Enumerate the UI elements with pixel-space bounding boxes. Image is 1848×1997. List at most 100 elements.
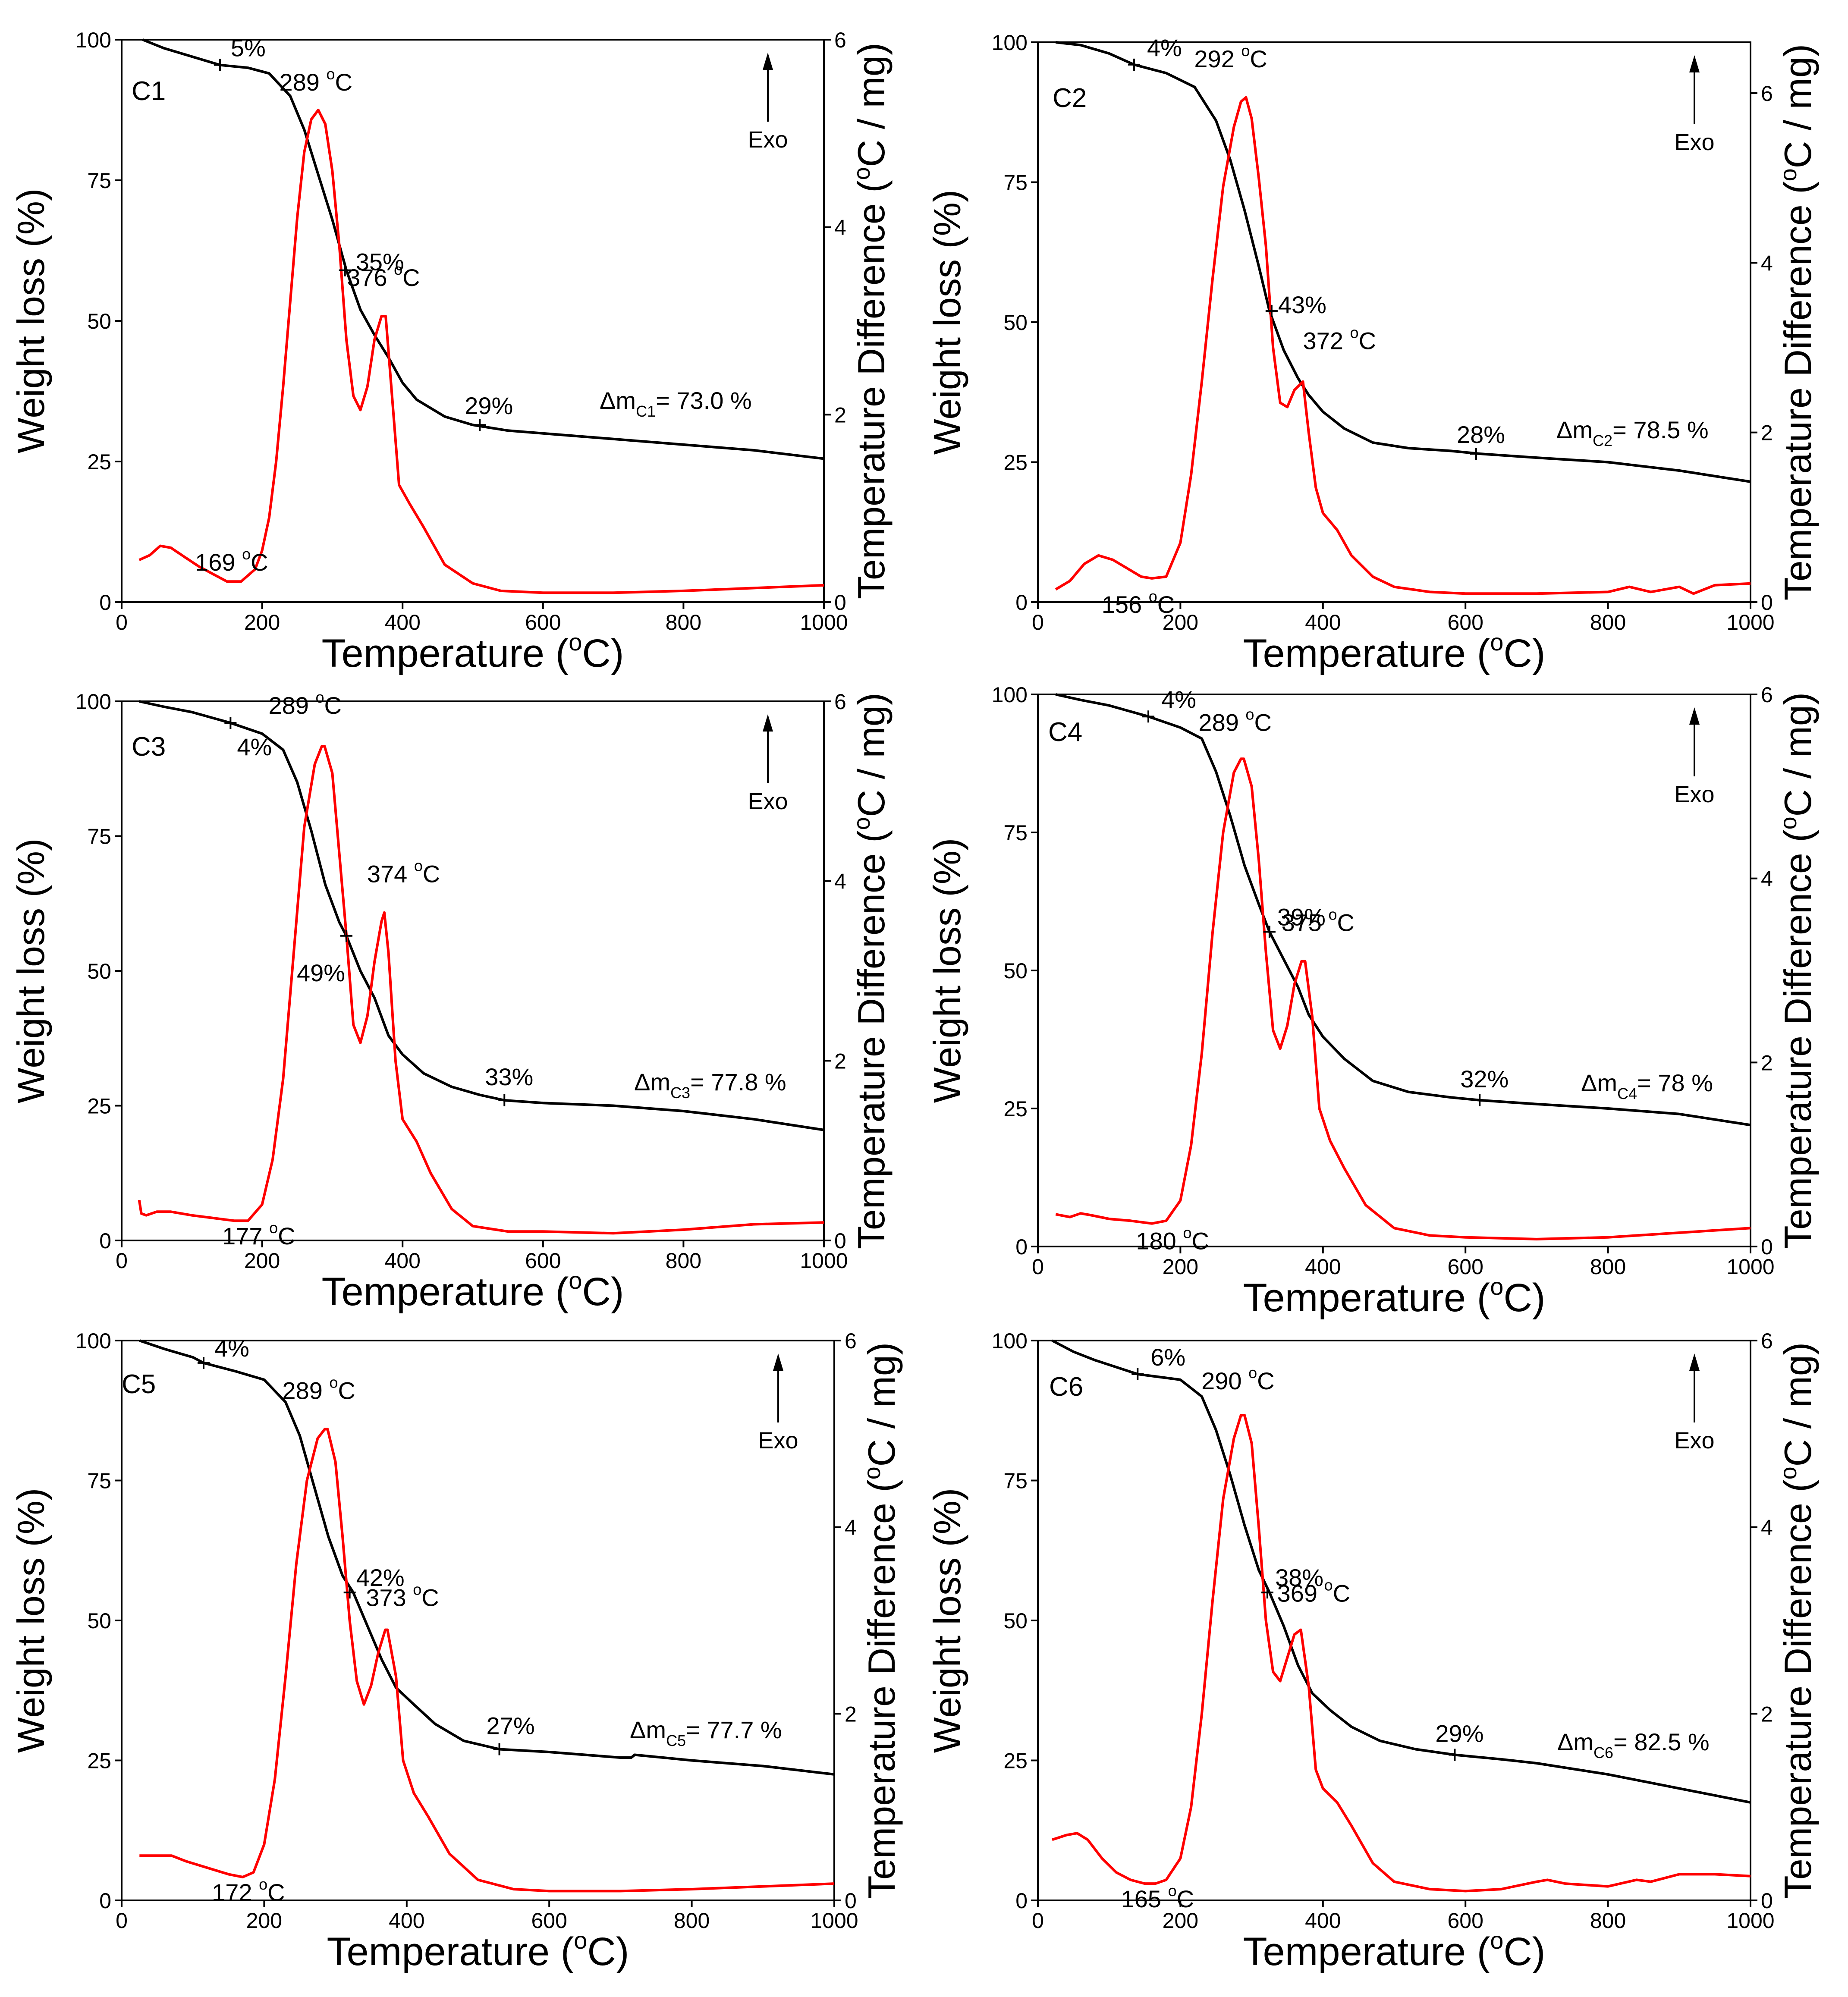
y-tick-label: 75 (1003, 1469, 1028, 1493)
mass-loss-annotation: 6% (1150, 1344, 1185, 1371)
y-tick-label: 50 (87, 1609, 111, 1633)
mass-loss-annotation: 4% (1147, 34, 1182, 61)
plot-frame (1037, 694, 1751, 1247)
x-tick-label: 800 (1590, 1255, 1626, 1279)
plot-frame (1037, 1340, 1751, 1901)
exo-label: Exo (1674, 129, 1714, 155)
exo-arrowhead (763, 53, 773, 70)
y2-tick-label: 6 (845, 1329, 857, 1353)
x-tick-label: 800 (666, 1249, 701, 1273)
mass-loss-annotation: 42% (356, 1564, 405, 1591)
panel-label: C6 (1049, 1372, 1083, 1402)
y2-axis-title: Temperature Difference (oC / mg) (859, 1342, 903, 1899)
x-tick-label: 400 (384, 1249, 420, 1273)
mass-loss-annotation: 33% (485, 1063, 533, 1090)
exo-label: Exo (1674, 782, 1714, 807)
x-tick-label: 0 (1032, 1255, 1044, 1279)
y-tick-label: 100 (75, 690, 111, 714)
x-tick-label: 0 (1032, 1909, 1044, 1933)
mass-loss-annotation: 39% (1277, 903, 1326, 930)
y-tick-label: 0 (99, 590, 111, 615)
x-tick-label: 600 (1447, 610, 1483, 634)
y-tick-label: 50 (1003, 959, 1028, 983)
mass-loss-annotation: 38% (1275, 1564, 1323, 1591)
y2-axis-title: Temperature Difference (oC / mg) (1776, 1342, 1819, 1899)
y-tick-label: 0 (1015, 1889, 1028, 1913)
y2-tick-label: 0 (1761, 1235, 1773, 1259)
y2-tick-label: 6 (834, 690, 846, 714)
plot-frame (121, 700, 825, 1241)
exo-arrowhead (773, 1353, 783, 1371)
y2-axis-title: Temperature Difference (oC / mg) (849, 43, 893, 599)
panel-label: C1 (132, 76, 166, 106)
y-tick-label: 75 (87, 1469, 111, 1493)
peak-temperature-annotation: 289 oC (1198, 705, 1271, 736)
x-tick-label: 1000 (810, 1909, 858, 1933)
y2-tick-label: 0 (1761, 1889, 1773, 1913)
total-mass-loss-label: ΔmC2= 78.5 % (1556, 416, 1709, 449)
exo-label: Exo (748, 788, 788, 814)
total-mass-loss-label: ΔmC6= 82.5 % (1557, 1728, 1710, 1762)
y-axis-title: Weight loss (%) (9, 1488, 52, 1753)
y-tick-label: 25 (1003, 1097, 1028, 1121)
peak-temperature-annotation: 289 oC (279, 65, 352, 96)
total-mass-loss-label: ΔmC1= 73.0 % (600, 387, 752, 420)
x-tick-label: 400 (1305, 1255, 1341, 1279)
y2-tick-label: 6 (834, 28, 846, 52)
peak-temperature-annotation: 172 oC (212, 1875, 285, 1906)
total-mass-loss-label: ΔmC5= 77.7 % (630, 1716, 782, 1749)
peak-temperature-annotation: 289 oC (282, 1374, 355, 1404)
x-tick-label: 800 (674, 1909, 710, 1933)
x-tick-label: 0 (116, 1249, 128, 1273)
panel-label: C5 (122, 1369, 156, 1399)
y2-tick-label: 4 (1761, 251, 1773, 275)
y-axis-title: Weight loss (%) (926, 1488, 968, 1753)
y-tick-label: 75 (87, 169, 111, 193)
y-tick-label: 0 (99, 1889, 111, 1913)
y-tick-label: 100 (75, 28, 111, 52)
x-axis-title: Temperature (oC) (1243, 1273, 1546, 1320)
y-tick-label: 50 (87, 309, 111, 333)
peak-temperature-annotation: 375 oC (1282, 906, 1355, 936)
y2-tick-label: 6 (1761, 1329, 1773, 1353)
x-tick-label: 1000 (800, 1249, 848, 1273)
y-tick-label: 75 (1003, 171, 1028, 195)
y2-tick-label: 4 (1761, 867, 1773, 891)
tg-weight-loss-line (139, 1339, 835, 1776)
y-tick-label: 100 (992, 1329, 1028, 1353)
peak-temperature-annotation: 292 oC (1194, 42, 1267, 72)
mass-loss-annotation: 49% (297, 959, 345, 986)
y-tick-label: 0 (1015, 590, 1028, 615)
y2-tick-label: 4 (834, 870, 846, 894)
mass-loss-annotation: 4% (237, 733, 272, 760)
mass-loss-annotation: 28% (1457, 421, 1505, 448)
peak-temperature-annotation: 374 oC (367, 857, 440, 888)
peak-temperature-annotation: 373 oC (366, 1581, 439, 1611)
y2-tick-label: 0 (834, 1229, 846, 1253)
y-tick-label: 50 (1003, 1609, 1028, 1633)
plot-frame (121, 1340, 835, 1901)
x-tick-label: 1000 (1726, 1909, 1774, 1933)
total-mass-loss-label: ΔmC3= 77.8 % (634, 1068, 786, 1102)
y-tick-label: 50 (1003, 311, 1028, 335)
x-tick-label: 200 (1163, 1909, 1198, 1933)
x-axis-title: Temperature (oC) (322, 628, 624, 675)
mass-loss-annotation: 29% (465, 392, 513, 419)
peak-temperature-annotation: 376 oC (347, 261, 420, 291)
dta-temperature-difference-line (138, 109, 824, 594)
peak-temperature-annotation: 372 oC (1303, 324, 1376, 355)
panel-label: C2 (1053, 83, 1087, 113)
panel-c4: 0 200 400 600 800 100002550751000246Temperatu… (926, 683, 1819, 1320)
exo-label: Exo (1674, 1428, 1714, 1454)
mass-loss-annotation: 29% (1435, 1720, 1483, 1747)
y2-tick-label: 2 (834, 1049, 846, 1073)
y2-tick-label: 6 (1761, 683, 1773, 707)
dta-temperature-difference-line (1055, 96, 1751, 595)
x-tick-label: 200 (244, 1249, 280, 1273)
tg-weight-loss-line (142, 38, 824, 460)
y-tick-label: 25 (87, 1749, 111, 1773)
y-axis-title: Weight loss (%) (9, 188, 52, 454)
y-tick-label: 25 (1003, 1749, 1028, 1773)
x-tick-label: 800 (666, 610, 701, 634)
x-tick-label: 600 (525, 610, 561, 634)
